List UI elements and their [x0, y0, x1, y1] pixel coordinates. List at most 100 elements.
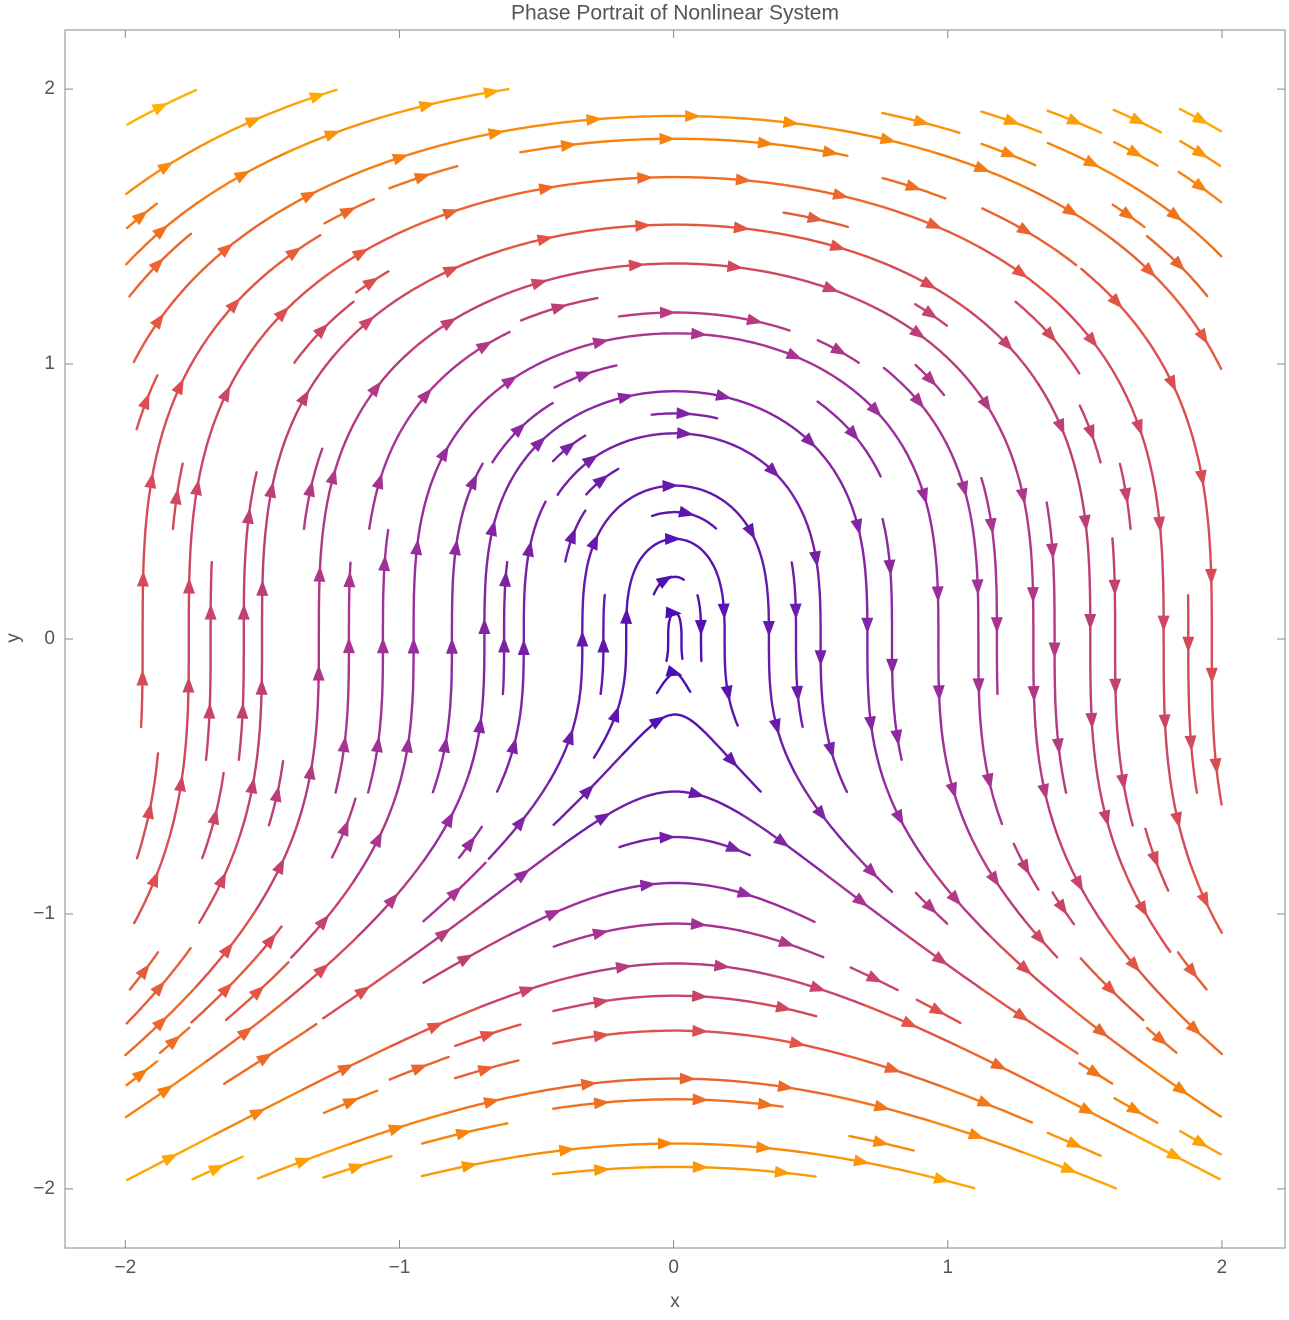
stream-arrow — [968, 1128, 985, 1139]
y-tick-label: 1 — [44, 353, 55, 374]
streamline — [636, 539, 713, 568]
stream-arrow — [692, 1025, 708, 1037]
stream-arrow — [790, 604, 802, 620]
stream-arrow — [352, 248, 369, 261]
streamline — [354, 792, 397, 881]
streamline — [157, 753, 158, 761]
stream-arrow — [913, 115, 930, 127]
stream-arrow — [676, 407, 692, 419]
stream-arrow — [205, 604, 217, 620]
stream-arrow — [473, 717, 485, 734]
streamline — [792, 912, 814, 922]
streamline — [881, 773, 925, 861]
streamline — [1148, 341, 1191, 430]
stream-arrow — [414, 173, 431, 184]
stream-arrow — [436, 445, 449, 462]
stream-arrow — [973, 678, 985, 694]
stream-arrow — [518, 639, 530, 655]
stream-arrow — [660, 307, 676, 319]
x-tick-label: −2 — [114, 1257, 136, 1278]
streamline — [877, 309, 956, 367]
stream-arrow — [324, 131, 341, 142]
stream-arrow — [144, 472, 156, 489]
stream-arrow — [932, 586, 944, 602]
streamline — [748, 342, 839, 380]
stream-arrow — [809, 980, 826, 991]
stream-arrow — [1116, 774, 1128, 791]
stream-arrow — [1083, 155, 1100, 168]
streamline — [841, 481, 866, 576]
stream-arrow — [1205, 569, 1217, 585]
stream-arrow — [1079, 515, 1091, 532]
stream-arrow — [377, 637, 389, 653]
stream-arrow — [157, 1085, 174, 1099]
stream-arrow — [692, 990, 708, 1002]
streamline — [369, 435, 398, 529]
stream-arrow — [985, 518, 997, 535]
stream-arrow — [1194, 328, 1208, 345]
stream-arrow — [1166, 1147, 1183, 1160]
stream-arrow — [991, 617, 1003, 633]
stream-arrow — [1012, 264, 1028, 278]
stream-arrow — [1060, 1162, 1077, 1173]
streamline — [698, 884, 792, 911]
stream-arrow — [926, 217, 943, 229]
stream-arrow — [441, 811, 454, 828]
stream-arrow — [718, 603, 730, 619]
stream-arrow — [560, 140, 577, 152]
stream-arrow — [245, 117, 262, 129]
stream-arrow — [1119, 206, 1136, 220]
stream-arrow — [905, 179, 922, 190]
stream-arrow — [901, 1016, 918, 1028]
stream-arrow — [884, 1062, 901, 1073]
streamlines — [125, 87, 1222, 1188]
stream-arrow — [886, 659, 898, 675]
stream-arrow — [763, 621, 775, 637]
stream-arrow — [309, 93, 326, 104]
stream-arrow — [785, 348, 802, 360]
stream-arrow — [658, 1138, 674, 1150]
stream-arrow — [151, 103, 168, 116]
x-tick-label: 2 — [1217, 1257, 1228, 1278]
streamline — [594, 665, 626, 758]
stream-arrow — [208, 1165, 225, 1177]
stream-arrow — [986, 870, 1000, 887]
streamline — [424, 773, 469, 861]
streamline — [1081, 269, 1148, 342]
stream-arrow — [564, 528, 575, 545]
stream-arrow — [157, 162, 174, 176]
streamline — [943, 743, 971, 838]
stream-arrow — [1147, 851, 1158, 868]
stream-arrow — [735, 173, 751, 185]
stream-arrow — [680, 1073, 696, 1085]
stream-arrow — [1119, 487, 1131, 504]
stream-arrow — [933, 685, 945, 701]
stream-arrow — [809, 551, 821, 568]
streamline — [667, 613, 683, 661]
stream-arrow — [183, 578, 195, 594]
stream-arrow — [203, 703, 215, 719]
stream-arrow — [461, 1161, 478, 1173]
stream-arrow — [1209, 758, 1221, 775]
stream-arrow — [920, 276, 937, 289]
stream-arrow — [1083, 424, 1094, 441]
stream-arrow — [978, 395, 992, 412]
stream-arrow — [461, 836, 475, 852]
stream-arrow — [214, 872, 226, 889]
stream-arrow — [1049, 642, 1061, 658]
stream-arrow — [326, 468, 338, 485]
stream-arrow — [434, 928, 450, 942]
stream-arrow — [343, 571, 355, 587]
stream-arrow — [637, 172, 653, 184]
stream-arrow — [132, 1069, 148, 1084]
stream-arrow — [478, 618, 490, 634]
stream-arrow — [812, 805, 826, 821]
streamline — [209, 350, 252, 439]
stream-arrow — [562, 729, 573, 746]
stream-arrow — [758, 1098, 775, 1110]
streamline — [265, 442, 285, 539]
stream-arrow — [1027, 587, 1039, 603]
stream-arrow — [830, 342, 847, 355]
stream-arrow — [170, 488, 182, 505]
stream-arrow — [488, 128, 505, 140]
